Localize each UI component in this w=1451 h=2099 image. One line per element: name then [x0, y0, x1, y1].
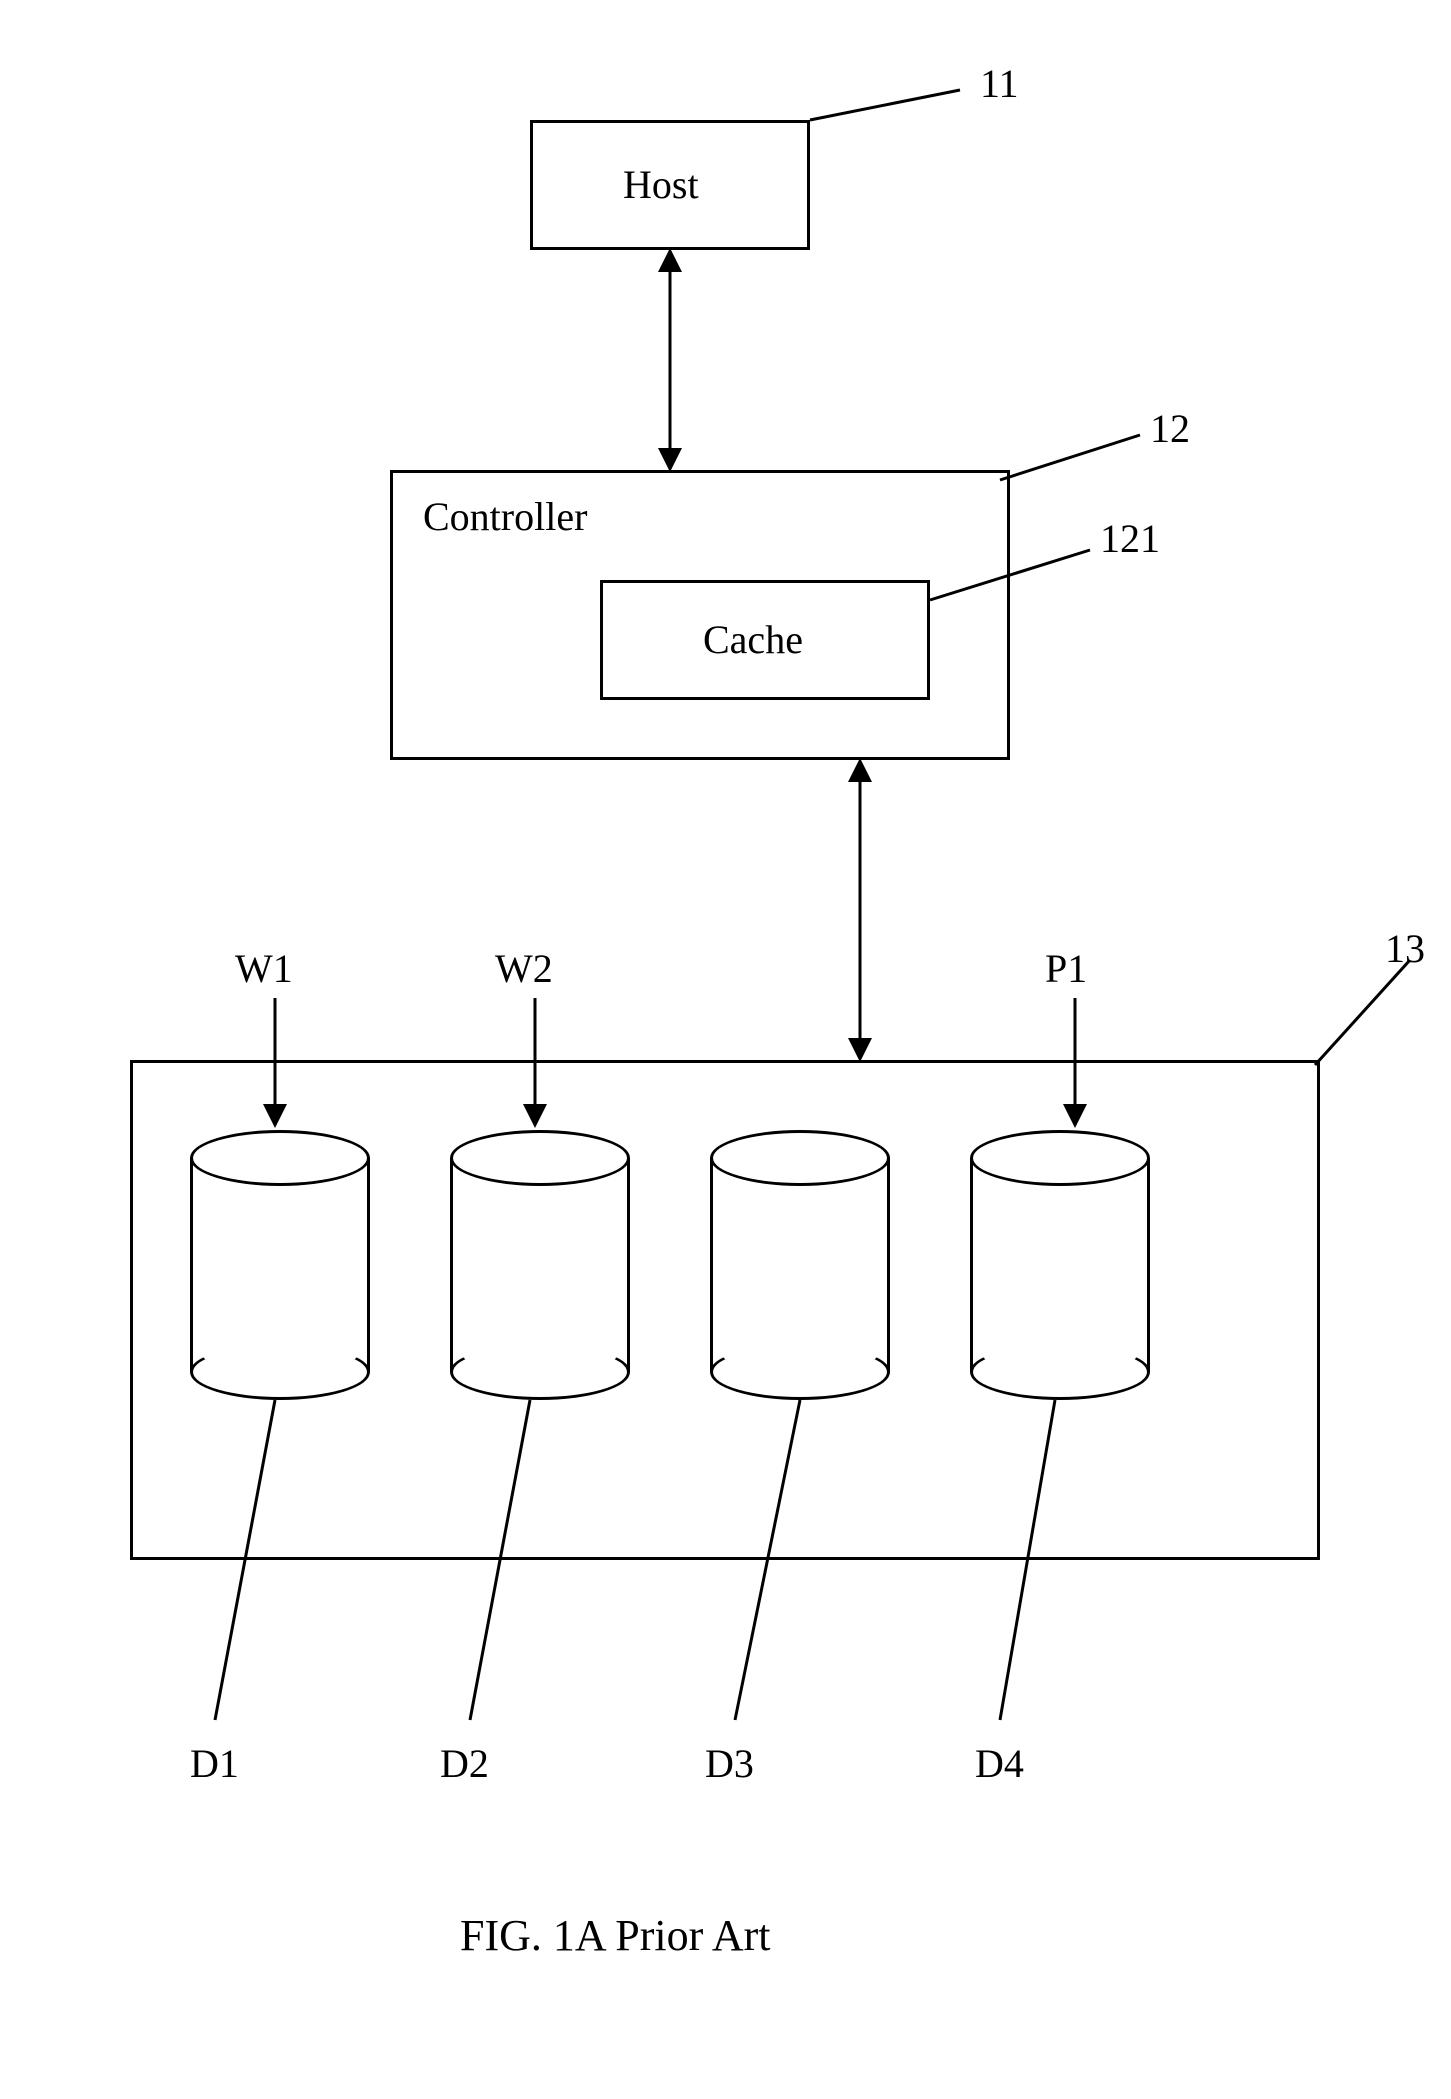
controller-ref: 12 — [1150, 405, 1190, 452]
disk-d1 — [190, 1130, 370, 1400]
d4-leader — [1000, 1400, 1100, 1730]
controller-leader — [1000, 435, 1160, 490]
p1-label: P1 — [1045, 945, 1087, 992]
d3-leader — [735, 1400, 835, 1730]
cache-leader — [930, 550, 1110, 610]
cache-box: Cache — [600, 580, 930, 700]
figure-caption: FIG. 1A Prior Art — [460, 1910, 770, 1961]
d2-leader — [470, 1400, 570, 1730]
disk-d4 — [970, 1130, 1150, 1400]
host-controller-arrow — [650, 250, 690, 470]
w2-label: W2 — [495, 945, 553, 992]
array-ref: 13 — [1385, 925, 1425, 972]
host-ref: 11 — [980, 60, 1019, 107]
d2-label: D2 — [440, 1740, 489, 1787]
disk-d2 — [450, 1130, 630, 1400]
w1-label: W1 — [235, 945, 293, 992]
d1-label: D1 — [190, 1740, 239, 1787]
d4-label: D4 — [975, 1740, 1024, 1787]
cache-ref: 121 — [1100, 515, 1160, 562]
controller-label: Controller — [423, 493, 587, 540]
diagram-root: Host 11 Controller 12 Cache 121 13 — [40, 40, 1411, 2059]
array-leader — [1315, 960, 1435, 1075]
w1-arrow — [255, 998, 295, 1128]
d3-label: D3 — [705, 1740, 754, 1787]
p1-arrow — [1055, 998, 1095, 1128]
controller-array-arrow — [840, 760, 880, 1060]
cache-label: Cache — [703, 616, 803, 663]
disk-d3 — [710, 1130, 890, 1400]
w2-arrow — [515, 998, 555, 1128]
host-leader — [810, 90, 990, 150]
d1-leader — [215, 1400, 315, 1730]
host-label: Host — [623, 161, 699, 208]
host-box: Host — [530, 120, 810, 250]
